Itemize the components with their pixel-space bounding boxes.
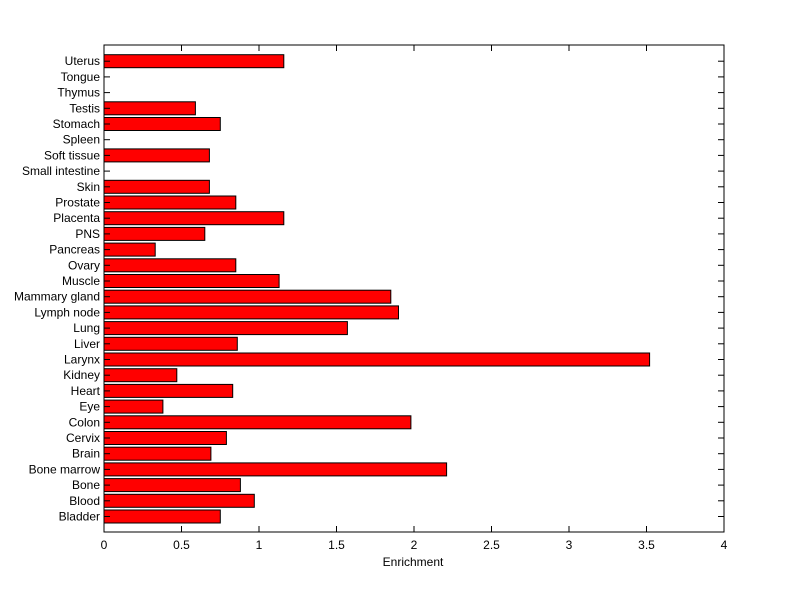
bar-liver <box>103 336 238 351</box>
y-tick-label-larynx: Larynx <box>64 353 100 367</box>
bar-eye <box>103 399 164 414</box>
bar-bladder <box>103 509 221 524</box>
y-tick-label-skin: Skin <box>77 180 100 194</box>
bar-brain <box>103 446 212 461</box>
x-tick-labels: 0 0.5 1 1.5 2 2.5 3 3.5 4 <box>101 538 728 552</box>
bar-stomach <box>103 117 221 131</box>
x-tick-label: 0 <box>101 538 108 552</box>
bar-lung <box>103 321 348 336</box>
bar-lymph-node <box>103 305 399 320</box>
x-tick-label: 3 <box>566 538 573 552</box>
bar-uterus <box>103 54 285 69</box>
bar-cervix <box>103 431 227 445</box>
x-tick-label: 0.5 <box>173 538 190 552</box>
bar-mammary-gland <box>103 289 392 304</box>
bar-kidney <box>103 368 178 383</box>
x-tick-label: 4 <box>721 538 728 552</box>
y-tick-label-mammary-gland: Mammary gland <box>14 290 100 304</box>
y-tick-label-prostate: Prostate <box>55 196 100 210</box>
bar-testis <box>103 101 196 116</box>
bar-bone-marrow <box>103 462 448 477</box>
y-tick-label-tongue: Tongue <box>61 70 101 84</box>
y-tick-label-cervix: Cervix <box>66 431 100 445</box>
x-tick-label: 2 <box>411 538 418 552</box>
y-tick-label-spleen: Spleen <box>63 133 100 147</box>
bar-prostate <box>103 195 237 210</box>
ticks-group <box>103 45 725 532</box>
bar-bone <box>103 478 241 493</box>
y-tick-label-testis: Testis <box>69 101 100 115</box>
y-tick-label-bone-marrow: Bone marrow <box>29 462 101 476</box>
y-tick-label-bone: Bone <box>72 478 100 492</box>
y-tick-label-bladder: Bladder <box>59 510 100 524</box>
y-tick-label-lymph-node: Lymph node <box>34 305 100 319</box>
y-tick-label-thymus: Thymus <box>57 86 100 100</box>
bar-colon <box>103 415 412 430</box>
y-tick-label-liver: Liver <box>74 337 100 351</box>
bar-larynx <box>103 352 651 367</box>
y-tick-label-pancreas: Pancreas <box>49 243 100 257</box>
y-tick-label-stomach: Stomach <box>53 117 100 131</box>
x-axis-title: Enrichment <box>383 555 444 569</box>
y-tick-label-heart: Heart <box>71 384 101 398</box>
x-tick-label: 2.5 <box>483 538 500 552</box>
y-tick-label-placenta: Placenta <box>53 211 100 225</box>
y-tick-label-soft-tissue: Soft tissue <box>44 148 100 162</box>
bar-skin <box>103 179 210 194</box>
y-tick-label-colon: Colon <box>69 415 100 429</box>
bar-placenta <box>103 211 285 226</box>
y-tick-label-pns: PNS <box>75 227 100 241</box>
y-tick-label-kidney: Kidney <box>63 368 100 382</box>
y-tick-label-eye: Eye <box>79 400 100 414</box>
x-tick-label: 1.5 <box>328 538 345 552</box>
y-tick-label-blood: Blood <box>69 494 100 508</box>
x-tick-label: 3.5 <box>638 538 655 552</box>
bar-heart <box>103 383 234 398</box>
x-tick-label: 1 <box>256 538 263 552</box>
bar-ovary <box>103 258 237 273</box>
bar-blood <box>103 493 255 508</box>
bar-pancreas <box>103 242 156 257</box>
bar-soft-tissue <box>103 148 210 163</box>
y-tick-label-small-intestine: Small intestine <box>22 164 100 178</box>
bar-muscle <box>103 274 280 288</box>
y-tick-label-uterus: Uterus <box>65 54 100 68</box>
y-tick-label-muscle: Muscle <box>62 274 100 288</box>
y-tick-label-ovary: Ovary <box>68 258 100 272</box>
y-tick-label-brain: Brain <box>72 447 100 461</box>
bar-pns <box>103 226 206 241</box>
y-tick-label-lung: Lung <box>73 321 100 335</box>
